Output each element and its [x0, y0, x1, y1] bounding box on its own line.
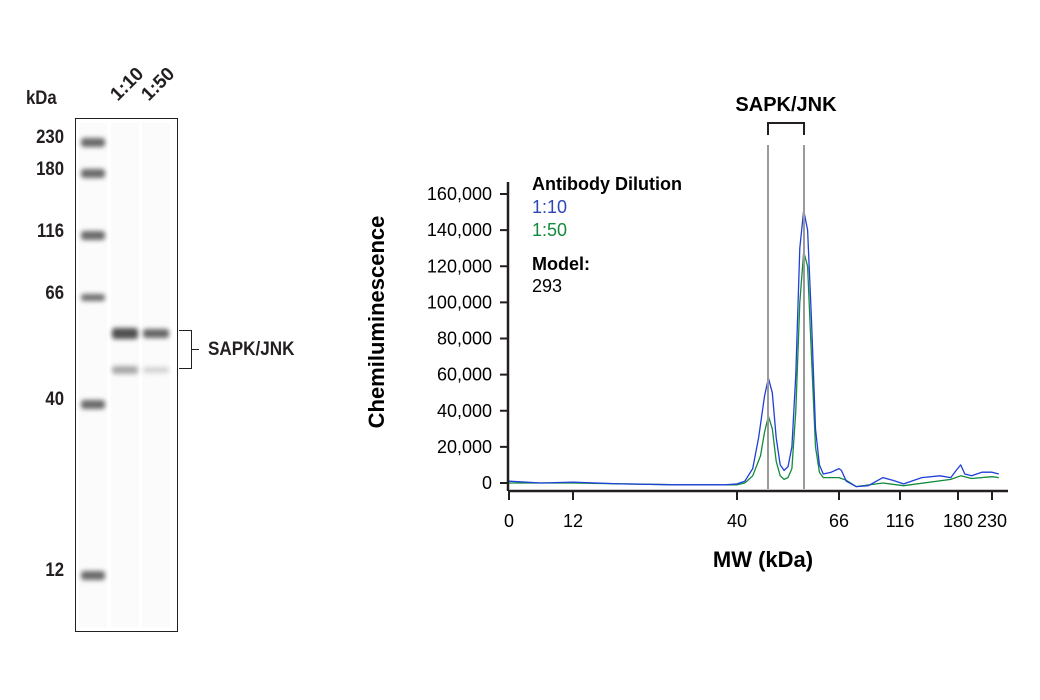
x-tick-label: 0 — [504, 511, 514, 531]
x-tick-label: 12 — [563, 511, 583, 531]
series-line-1-50 — [509, 251, 999, 488]
legend-model-label: Model: — [532, 254, 590, 274]
ladder-band-116 — [81, 231, 105, 240]
y-tick-label: 20,000 — [437, 437, 492, 457]
blot-image — [75, 118, 178, 632]
ladder-lane — [79, 123, 107, 627]
y-tick-label: 80,000 — [437, 329, 492, 349]
y-tick-label: 140,000 — [427, 220, 492, 240]
x-tick-label: 180 — [943, 511, 973, 531]
ladder-band-12 — [81, 571, 105, 580]
x-axis-label: MW (kDa) — [713, 547, 813, 572]
marker-label-66: 66 — [45, 283, 64, 304]
legend-title: Antibody Dilution — [532, 174, 682, 194]
marker-label-180: 180 — [36, 159, 64, 180]
x-ticks: 0 12 40 66 116 180 230 — [504, 491, 1007, 531]
y-tick-label: 160,000 — [427, 184, 492, 204]
legend-model-value: 293 — [532, 276, 562, 296]
series-layer — [508, 209, 999, 488]
series-line-1-10 — [508, 209, 999, 488]
y-tick-label: 40,000 — [437, 401, 492, 421]
y-tick-label: 120,000 — [427, 256, 492, 276]
annotation-label: SAPK/JNK — [735, 94, 837, 116]
ladder-band-180 — [81, 169, 105, 178]
legend-entry-1-10: 1:10 — [532, 197, 567, 217]
annotation-bracket — [767, 122, 805, 135]
marker-label-230: 230 — [36, 127, 64, 148]
ladder-band-230 — [81, 138, 105, 147]
band-upper-1-10 — [112, 328, 138, 339]
y-ticks: 0 20,000 40,000 60,000 80,000 100,000 120,000 1… — [427, 184, 508, 493]
target-label: SAPK/JNK — [208, 339, 295, 360]
x-tick-label: 40 — [727, 511, 747, 531]
y-tick-label: 0 — [482, 473, 492, 493]
legend-entry-1-50: 1:50 — [532, 220, 567, 240]
x-tick-label: 66 — [829, 511, 849, 531]
y-tick-label: 100,000 — [427, 292, 492, 312]
band-lower-1-10 — [112, 366, 138, 374]
band-upper-1-50 — [143, 329, 169, 338]
ladder-band-40 — [81, 400, 105, 409]
y-tick-label: 60,000 — [437, 365, 492, 385]
ladder-band-66 — [81, 294, 105, 301]
marker-label-12: 12 — [45, 560, 64, 581]
x-tick-label: 116 — [886, 511, 915, 531]
sample-lane-1-10 — [111, 123, 139, 627]
band-lower-1-50 — [143, 367, 169, 373]
sample-lane-1-50 — [142, 123, 170, 627]
target-bracket-tick — [191, 349, 199, 350]
marker-label-40: 40 — [45, 389, 64, 410]
x-tick-label: 230 — [977, 511, 1007, 531]
marker-label-116: 116 — [37, 221, 64, 242]
y-axis-label: Chemiluminescence — [364, 216, 389, 429]
kda-unit-label: kDa — [26, 88, 57, 109]
